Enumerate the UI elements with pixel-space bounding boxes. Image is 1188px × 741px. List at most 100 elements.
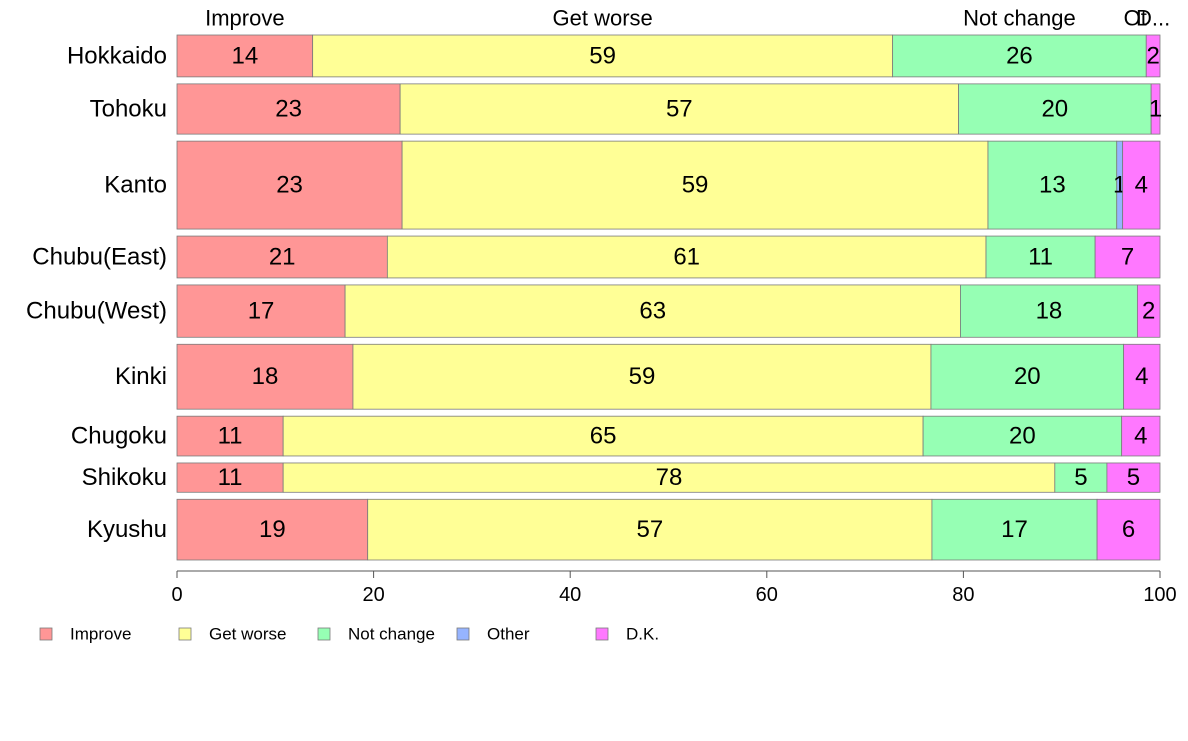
data-label: 11 [218, 464, 243, 491]
bar-segment-improve [176, 34, 314, 78]
bar-segment-get-worse [352, 343, 932, 410]
data-label: 2 [1146, 42, 1159, 69]
data-label: 6 [1122, 516, 1135, 543]
top-series-label: Not change [963, 6, 1076, 31]
category-label: Hokkaido [67, 42, 167, 69]
data-label: 59 [589, 42, 616, 69]
top-series-label: Improve [205, 6, 284, 31]
data-label: 20 [1009, 423, 1036, 450]
bar-segment-get-worse [312, 34, 894, 78]
top-series-label: Get worse [553, 6, 653, 31]
bar-segment-d-k- [1123, 343, 1161, 410]
bar-segment-get-worse [401, 140, 989, 230]
legend-label: Not change [348, 625, 435, 644]
data-label: 65 [590, 423, 617, 450]
data-label: 5 [1074, 464, 1087, 491]
data-label: 23 [275, 96, 302, 123]
legend-swatch [178, 627, 192, 641]
top-series-label: Ot [1124, 6, 1147, 31]
bar-segment-not-change [960, 284, 1138, 338]
data-label: 26 [1006, 42, 1033, 69]
legend-swatch [317, 627, 331, 641]
bar-segment-get-worse [386, 235, 987, 279]
legend-label: Other [487, 625, 530, 644]
bar-segment-not-change [931, 498, 1098, 561]
x-tick-label: 100 [1143, 584, 1176, 606]
legend-swatch [595, 627, 609, 641]
bar-segment-not-change [922, 415, 1123, 457]
category-label: Kanto [104, 172, 167, 199]
bar-segment-get-worse [344, 284, 961, 338]
bar-segment-get-worse [282, 415, 924, 457]
bar-segment-improve [176, 83, 401, 135]
bar-segment-d-k- [1145, 34, 1161, 78]
top-series-label: D... [1136, 6, 1170, 31]
data-label: 21 [269, 244, 296, 271]
bar-segment-improve [176, 235, 388, 279]
bar-segment-improve [176, 284, 346, 338]
x-tick-label: 0 [171, 584, 182, 606]
data-label: 1 [1149, 96, 1162, 123]
bar-segment-d-k- [1121, 415, 1161, 457]
legend-swatch [456, 627, 470, 641]
data-label: 57 [636, 516, 663, 543]
data-label: 61 [673, 244, 700, 271]
data-label: 4 [1135, 172, 1148, 199]
data-label: 4 [1135, 363, 1148, 390]
data-label: 13 [1039, 172, 1066, 199]
bar-segment-not-change [892, 34, 1147, 78]
bar-segment-improve [176, 140, 403, 230]
legend-label: Improve [70, 625, 131, 644]
bar-segment-improve [176, 498, 369, 561]
data-label: 59 [629, 363, 656, 390]
bar-segment-not-change [930, 343, 1125, 410]
bar-segment-improve [176, 462, 284, 493]
data-label: 14 [231, 42, 258, 69]
category-label: Kinki [115, 363, 167, 390]
data-label: 78 [656, 464, 683, 491]
bar-segment-get-worse [282, 462, 1056, 493]
data-label: 11 [218, 423, 243, 450]
data-label: 11 [1028, 244, 1053, 271]
bar-segment-d-k- [1106, 462, 1161, 493]
bar-segment-d-k- [1150, 83, 1161, 135]
category-label: Kyushu [87, 516, 167, 543]
data-label: 4 [1134, 423, 1147, 450]
data-label: 5 [1127, 464, 1140, 491]
x-tick-label: 40 [559, 584, 581, 606]
bar-segment-d-k- [1122, 140, 1161, 230]
category-label: Shikoku [82, 464, 167, 491]
legend-swatch [39, 627, 53, 641]
category-label: Chugoku [71, 423, 167, 450]
category-label: Chubu(East) [32, 244, 167, 271]
legend-label: D.K. [626, 625, 659, 644]
x-tick-label: 60 [756, 584, 778, 606]
bar-segment-improve [176, 415, 284, 457]
bar-segment-get-worse [367, 498, 933, 561]
bar-segment-not-change [987, 140, 1118, 230]
bar-segment-not-change [985, 235, 1096, 279]
bar-segment-not-change [958, 83, 1152, 135]
data-label: 20 [1014, 363, 1041, 390]
x-tick-label: 80 [952, 584, 974, 606]
data-label: 20 [1041, 96, 1068, 123]
data-label: 2 [1142, 298, 1155, 325]
data-label: 17 [248, 298, 275, 325]
category-label: Chubu(West) [26, 298, 167, 325]
legend-label: Get worse [209, 625, 286, 644]
data-label: 23 [276, 172, 303, 199]
data-label: 63 [639, 298, 666, 325]
bar-segment-d-k- [1094, 235, 1161, 279]
data-label: 18 [252, 363, 279, 390]
data-label: 19 [259, 516, 286, 543]
data-label: 59 [682, 172, 709, 199]
category-label: Tohoku [90, 96, 167, 123]
bar-segment-d-k- [1096, 498, 1161, 561]
bar-segment-get-worse [399, 83, 959, 135]
bar-segment-d-k- [1136, 284, 1161, 338]
data-label: 57 [666, 96, 693, 123]
bar-segment-improve [176, 343, 354, 410]
data-label: 7 [1121, 244, 1134, 271]
